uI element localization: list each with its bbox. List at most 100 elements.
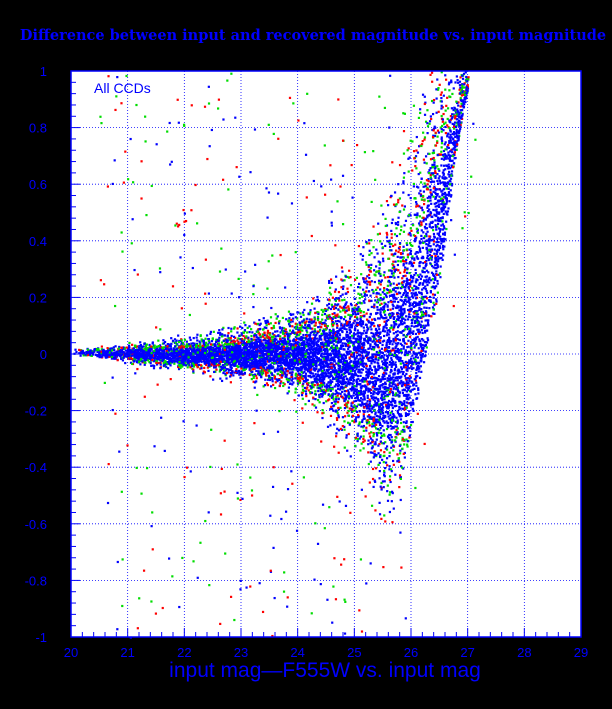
- data-point: [165, 355, 168, 358]
- data-point: [307, 381, 310, 385]
- data-point: [371, 477, 375, 481]
- data-point: [365, 367, 368, 370]
- data-point: [247, 360, 250, 363]
- data-point: [362, 426, 365, 429]
- data-point: [355, 321, 358, 324]
- data-point: [386, 284, 389, 287]
- data-point: [409, 424, 413, 427]
- data-point: [388, 249, 392, 252]
- data-point: [321, 313, 324, 316]
- data-point: [212, 346, 215, 349]
- data-point: [431, 264, 434, 268]
- data-point: [230, 330, 233, 333]
- data-point: [388, 380, 391, 383]
- data-point: [304, 372, 308, 375]
- data-point: [293, 326, 296, 329]
- data-point: [399, 407, 402, 410]
- data-point: [427, 271, 430, 274]
- data-point: [274, 313, 277, 316]
- data-point: [159, 363, 162, 366]
- data-point: [406, 253, 409, 256]
- data-point: [319, 392, 323, 396]
- data-point: [410, 343, 413, 346]
- data-point: [365, 240, 368, 244]
- data-point: [369, 392, 373, 395]
- data-point: [357, 415, 360, 418]
- data-point: [444, 176, 447, 179]
- data-point: [307, 353, 311, 356]
- data-point: [360, 342, 363, 346]
- data-point: [363, 410, 366, 413]
- data-point: [408, 301, 411, 304]
- data-point: [385, 344, 388, 347]
- data-point: [418, 308, 421, 311]
- data-point: [380, 487, 383, 490]
- data-point: [441, 120, 444, 123]
- data-point: [375, 392, 378, 395]
- data-point: [386, 424, 389, 427]
- data-point: [407, 147, 410, 150]
- data-point: [339, 354, 343, 358]
- data-point: [405, 335, 408, 338]
- data-point: [292, 313, 295, 316]
- data-point: [163, 340, 167, 344]
- data-point: [362, 246, 365, 249]
- data-point: [170, 347, 173, 350]
- data-point: [197, 347, 200, 350]
- data-point: [359, 357, 362, 360]
- data-point: [402, 467, 405, 470]
- data-point: [370, 377, 373, 380]
- data-point: [347, 336, 350, 339]
- data-point: [346, 365, 349, 368]
- data-point: [443, 143, 446, 146]
- data-point: [396, 357, 399, 360]
- data-point: [180, 359, 183, 362]
- data-point: [281, 345, 284, 349]
- data-point: [140, 348, 143, 351]
- data-point: [354, 324, 357, 327]
- data-point: [315, 346, 318, 350]
- data-point: [331, 317, 334, 320]
- data-point: [363, 301, 366, 304]
- data-point: [390, 290, 393, 293]
- data-point: [407, 388, 410, 392]
- data-point: [354, 420, 358, 423]
- data-point: [379, 384, 382, 387]
- data-point: [418, 205, 421, 208]
- data-point: [368, 382, 371, 386]
- data-point: [436, 250, 439, 254]
- data-point: [373, 404, 377, 407]
- data-point: [394, 393, 397, 396]
- data-point: [345, 436, 348, 439]
- data-point: [383, 386, 387, 389]
- data-point: [383, 271, 386, 274]
- data-point: [344, 370, 347, 374]
- data-point: [465, 78, 468, 81]
- data-point: [352, 341, 355, 344]
- data-point: [401, 277, 404, 280]
- data-point: [433, 278, 437, 281]
- data-point: [365, 407, 369, 410]
- data-point: [415, 216, 418, 219]
- data-point: [347, 409, 350, 413]
- data-point: [320, 334, 323, 337]
- data-point: [411, 302, 415, 305]
- data-point: [375, 454, 378, 458]
- data-point: [436, 279, 439, 283]
- data-point: [372, 433, 375, 436]
- data-point: [259, 338, 262, 341]
- data-point: [394, 336, 397, 339]
- data-point: [302, 319, 305, 322]
- data-point: [288, 325, 292, 328]
- data-point: [369, 437, 373, 440]
- data-point: [391, 491, 394, 495]
- data-point: [352, 344, 355, 347]
- data-point: [221, 352, 224, 355]
- data-point: [361, 258, 364, 261]
- data-point: [377, 317, 380, 320]
- data-point: [253, 343, 257, 347]
- data-point: [438, 230, 442, 233]
- data-point: [237, 370, 240, 373]
- data-point: [307, 345, 310, 348]
- data-point: [218, 362, 221, 365]
